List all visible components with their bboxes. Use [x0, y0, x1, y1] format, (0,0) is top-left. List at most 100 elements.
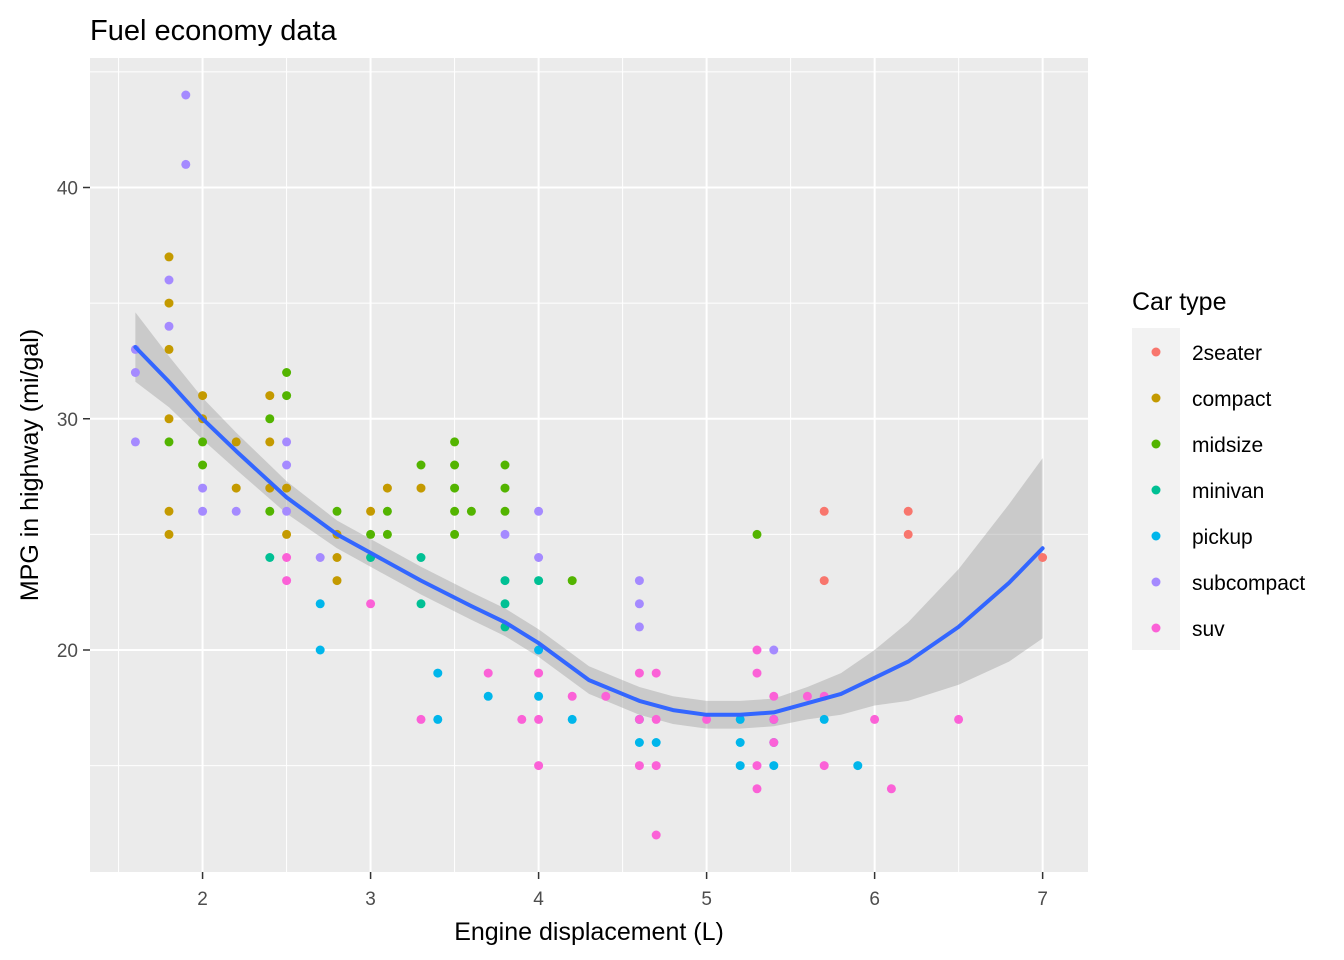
smooth-line	[133, 345, 1045, 717]
point-minivan	[534, 576, 544, 586]
point-suv	[651, 714, 661, 724]
point-midsize	[164, 437, 174, 447]
legend: Car type 2seater compact midsize minivan pic…	[1132, 288, 1305, 650]
y-tick-label: 20	[57, 641, 78, 662]
point-subcompact	[198, 483, 208, 493]
y-tick-label: 30	[57, 410, 78, 431]
point-midsize	[282, 368, 292, 377]
point-pickup	[735, 714, 745, 724]
point-compact	[231, 437, 241, 447]
axis-ticks: 2 3 4 5 6 7 20 30 40	[57, 179, 1048, 911]
point-pickup	[567, 714, 577, 724]
point-minivan	[500, 599, 510, 609]
point-midsize	[450, 460, 460, 470]
point-midsize	[500, 483, 510, 493]
point-2seater	[903, 506, 913, 516]
legend-key-minivan	[1151, 485, 1161, 495]
point-subcompact	[634, 599, 644, 609]
point-suv	[702, 714, 712, 724]
point-pickup	[735, 761, 745, 771]
point-compact	[366, 506, 376, 516]
point-compact	[282, 529, 292, 539]
point-suv	[769, 714, 779, 724]
point-subcompact	[315, 553, 325, 562]
point-2seater	[903, 529, 913, 539]
point-midsize	[382, 506, 392, 516]
point-compact	[416, 483, 426, 493]
point-pickup	[769, 761, 779, 771]
point-subcompact	[164, 275, 174, 285]
point-pickup	[534, 645, 544, 655]
point-subcompact	[282, 506, 292, 516]
point-subcompact	[198, 506, 208, 516]
data-points	[130, 90, 1048, 840]
point-midsize	[366, 529, 376, 539]
legend-key-2seater	[1151, 347, 1161, 357]
point-midsize	[450, 437, 460, 447]
legend-title: Car type	[1132, 288, 1226, 316]
legend-key-subcompact	[1151, 577, 1161, 587]
legend-label-minivan: minivan	[1192, 480, 1264, 503]
point-suv	[634, 761, 644, 771]
point-subcompact	[634, 622, 644, 632]
point-suv	[483, 668, 493, 678]
point-compact	[282, 483, 292, 493]
point-subcompact	[634, 576, 644, 586]
point-compact	[164, 252, 174, 262]
point-midsize	[567, 576, 577, 586]
legend-label-suv: suv	[1192, 618, 1225, 641]
point-midsize	[450, 506, 460, 516]
point-suv	[634, 668, 644, 678]
point-midsize	[466, 506, 476, 516]
point-midsize	[265, 414, 275, 424]
x-tick-label: 6	[869, 889, 880, 910]
point-midsize	[450, 529, 460, 539]
point-subcompact	[231, 506, 241, 516]
point-suv	[651, 668, 661, 678]
point-pickup	[315, 599, 325, 609]
point-midsize	[416, 460, 426, 470]
point-compact	[231, 483, 241, 493]
point-pickup	[651, 738, 661, 747]
point-pickup	[534, 691, 544, 701]
point-2seater	[819, 506, 829, 516]
legend-key-compact	[1151, 393, 1161, 403]
legend-label-compact: compact	[1192, 388, 1272, 411]
point-subcompact	[500, 529, 510, 539]
point-2seater	[1038, 553, 1048, 562]
point-subcompact	[282, 437, 292, 447]
point-subcompact	[130, 368, 140, 377]
legend-key-midsize	[1151, 439, 1161, 449]
chart-title: Fuel economy data	[90, 15, 338, 47]
point-subcompact	[164, 321, 174, 331]
point-minivan	[265, 553, 275, 562]
point-midsize	[500, 460, 510, 470]
x-tick-label: 5	[701, 889, 712, 910]
legend-key-suv	[1151, 623, 1161, 633]
point-suv	[534, 668, 544, 678]
x-tick-label: 7	[1037, 889, 1048, 910]
point-subcompact	[181, 90, 191, 100]
point-minivan	[416, 599, 426, 609]
point-midsize	[500, 506, 510, 516]
legend-label-midsize: midsize	[1192, 434, 1263, 457]
point-pickup	[315, 645, 325, 655]
point-compact	[164, 414, 174, 424]
point-suv	[634, 714, 644, 724]
point-pickup	[819, 714, 829, 724]
point-suv	[282, 576, 292, 586]
point-suv	[802, 691, 812, 701]
point-suv	[416, 714, 426, 724]
point-suv	[601, 691, 611, 701]
point-suv	[567, 691, 577, 701]
y-tick-label: 40	[57, 179, 78, 200]
point-pickup	[853, 761, 863, 771]
point-suv	[769, 738, 779, 747]
point-midsize	[198, 437, 208, 447]
point-suv	[819, 761, 829, 771]
legend-label-2seater: 2seater	[1192, 342, 1262, 365]
point-suv	[651, 761, 661, 771]
legend-label-subcompact: subcompact	[1192, 572, 1305, 595]
